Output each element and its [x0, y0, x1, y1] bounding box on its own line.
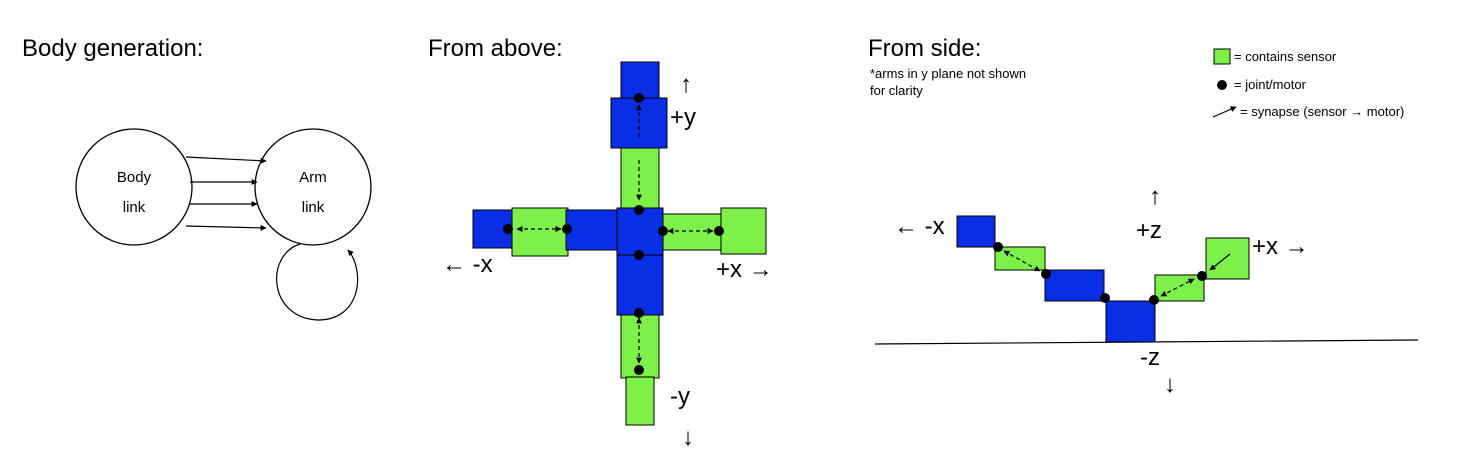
joint-dot [714, 226, 724, 236]
side-down-arrow: ↓ [1164, 371, 1176, 398]
above-view: ↑ +y ← -x +x → -y ↓ [442, 61, 773, 451]
body-link-label-2: link [123, 199, 146, 216]
block-green-sensor [720, 207, 767, 255]
block-green-sensor [994, 246, 1046, 271]
block-blue [565, 209, 620, 251]
block-green-sensor [1205, 237, 1250, 280]
side-minus-z-label: -z [1140, 344, 1160, 371]
above-minus-x-label: ← -x [442, 251, 493, 278]
block-green-sensor [662, 213, 724, 251]
arm-link-label-2: link [302, 199, 325, 216]
graph-edge [185, 156, 267, 164]
block-green-sensor [511, 207, 569, 257]
above-up-arrow: ↑ [680, 71, 692, 98]
block-green-sensor [1154, 274, 1205, 302]
block-green-sensor [625, 376, 655, 426]
graph-edge [185, 224, 267, 231]
block-blue-center [616, 207, 664, 257]
joint-dot [993, 242, 1003, 252]
synapse-arrow [1160, 278, 1195, 297]
title-from-above: From above: [428, 35, 563, 62]
synapse-arrow [1209, 253, 1231, 271]
joint-dot [634, 93, 644, 103]
joint-dot [1197, 271, 1207, 281]
joint-dot [1041, 269, 1051, 279]
above-plus-x-label: +x → [716, 256, 773, 283]
joint-dot [634, 250, 644, 260]
above-down-arrow: ↓ [682, 424, 694, 451]
arm-link-node [254, 128, 372, 246]
legend: = contains sensor = joint/motor = synaps… [1212, 48, 1404, 119]
side-view: *arms in y plane not shown for clarity ←… [870, 66, 1419, 398]
side-minus-x-label: ← -x [894, 213, 945, 240]
joint-dot [634, 365, 644, 375]
block-blue [1044, 269, 1105, 302]
legend-synapse-label: = synapse (sensor → motor) [1240, 104, 1404, 119]
body-link-label-1: Body [117, 169, 152, 186]
joint-dot [1149, 295, 1159, 305]
joint-dot [634, 308, 644, 318]
side-up-arrow: ↑ [1149, 183, 1161, 210]
block-blue-center [1105, 300, 1156, 343]
body-generation-graph: Body link Arm link [75, 128, 372, 321]
body-link-node [75, 128, 193, 246]
title-body-generation: Body generation: [22, 35, 203, 62]
legend-sensor-swatch [1213, 48, 1231, 65]
side-plus-z-label: +z [1136, 217, 1162, 244]
arm-link-label-1: Arm [299, 169, 327, 186]
above-minus-y-label: -y [670, 383, 690, 410]
legend-sensor-label: = contains sensor [1234, 49, 1337, 64]
joint-dot [562, 224, 572, 234]
side-note-line2: for clarity [870, 83, 923, 98]
joint-dot [1100, 293, 1110, 303]
block-blue [956, 215, 996, 248]
side-plus-x-label: +x → [1252, 233, 1309, 260]
above-plus-y-label: +y [670, 104, 696, 131]
joint-dot [503, 224, 513, 234]
legend-joint-dot [1217, 80, 1227, 90]
joint-dot [634, 205, 644, 215]
block-blue [616, 254, 664, 316]
joint-dot [658, 226, 668, 236]
side-note-line1: *arms in y plane not shown [870, 66, 1026, 81]
legend-joint-label: = joint/motor [1234, 77, 1307, 92]
self-loop-edge [276, 243, 359, 321]
block-green-sensor [620, 147, 660, 211]
legend-synapse-arrow [1212, 106, 1237, 118]
title-from-side: From side: [868, 35, 981, 62]
